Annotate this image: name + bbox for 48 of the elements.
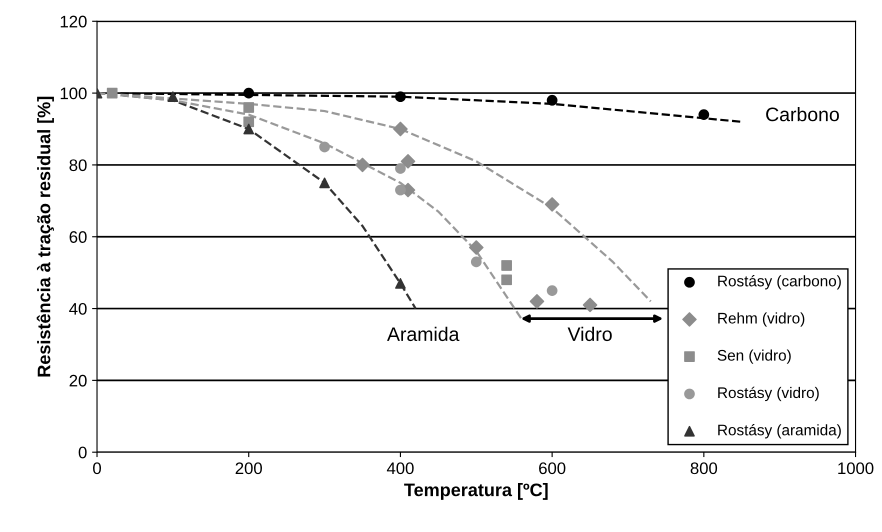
x-tick-label: 200 — [236, 462, 262, 474]
annotation: Aramida — [387, 326, 460, 342]
point — [546, 94, 558, 106]
y-tick-label: 60 — [70, 231, 87, 243]
point — [393, 122, 408, 136]
point — [243, 124, 254, 134]
legend-label: Sen (vidro) — [718, 350, 791, 364]
y-tick-label: 120 — [60, 16, 87, 28]
x-axis-title: Temperatura [ºC] — [404, 483, 548, 500]
legend-label: Rostásy (vidro) — [718, 386, 819, 402]
x-tick-label: 0 — [93, 462, 102, 474]
point — [319, 178, 330, 188]
y-axis-title: Resistência à tração residual [%] — [36, 96, 54, 377]
point — [544, 197, 560, 212]
y-tick-label: 80 — [69, 159, 87, 172]
annotation: Carbono — [766, 107, 839, 122]
point — [698, 109, 710, 120]
point — [501, 274, 512, 286]
x-tick-label: 400 — [386, 462, 414, 474]
y-tick-label: 40 — [69, 302, 87, 315]
y-tick-label: 20 — [70, 374, 87, 387]
point — [530, 294, 544, 309]
y-tick-label: 100 — [60, 88, 87, 100]
point — [395, 163, 406, 174]
point — [395, 278, 406, 289]
point — [582, 298, 598, 312]
point — [395, 91, 406, 102]
annotation: Vidro — [568, 326, 612, 342]
point — [468, 240, 484, 255]
point — [355, 158, 370, 172]
point — [168, 91, 178, 102]
legend-label: Rostásy (carbono) — [718, 275, 841, 290]
x-tick-label: 600 — [539, 462, 566, 474]
point — [546, 285, 558, 296]
x-tick-label: 1000 — [838, 462, 874, 474]
point — [243, 88, 254, 98]
point — [470, 256, 482, 268]
point — [106, 88, 118, 98]
point — [395, 184, 406, 196]
legend-label: Rostásy (aramida) — [718, 424, 841, 438]
legend-label: Rehm (vidro) — [718, 312, 804, 327]
point — [400, 154, 416, 169]
point — [243, 116, 254, 128]
y-tick-label: 0 — [78, 446, 87, 458]
point — [501, 260, 512, 271]
point — [243, 102, 254, 113]
x-tick-label: 800 — [690, 462, 718, 474]
point — [319, 142, 330, 152]
